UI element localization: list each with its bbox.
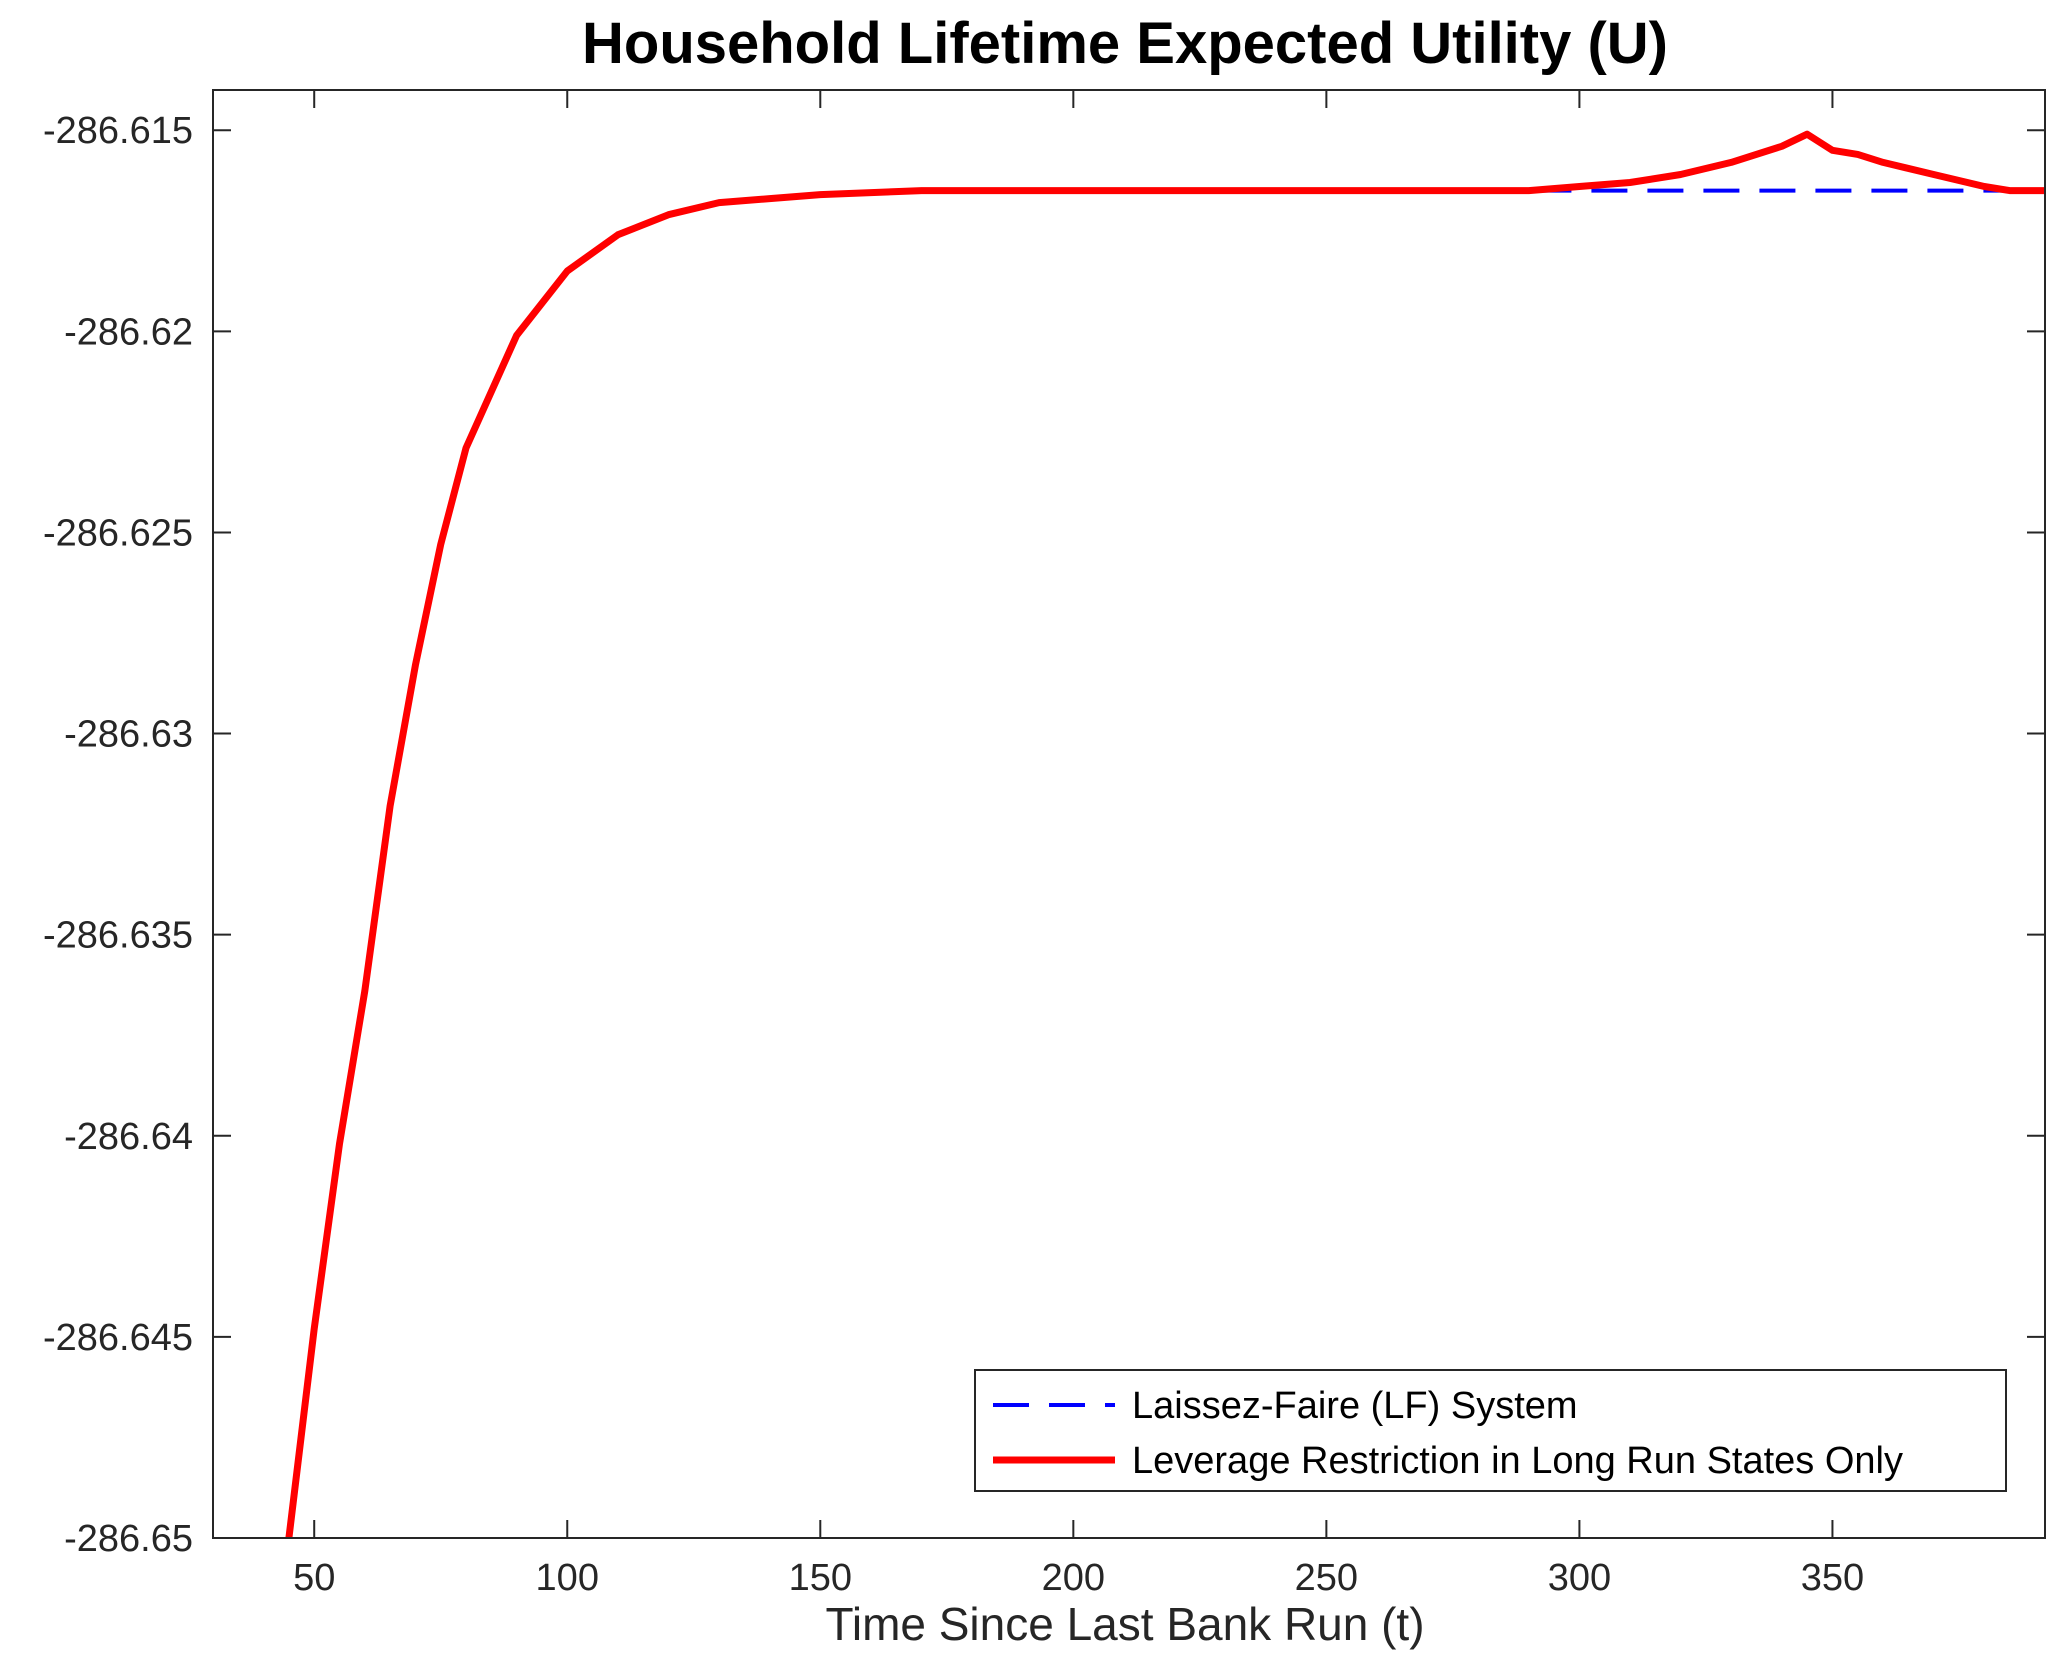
chart-title: Household Lifetime Expected Utility (U) [582, 11, 1668, 76]
y-tick-label: -286.62 [64, 311, 193, 353]
x-tick-label: 150 [789, 1557, 852, 1599]
series-line-1 [285, 130, 2045, 1538]
x-tick-label: 300 [1548, 1557, 1611, 1599]
y-tick-label: -286.635 [43, 915, 193, 957]
plot-layer [285, 130, 2045, 1538]
y-tick-label: -286.64 [64, 1116, 193, 1158]
plot-frame [212, 89, 2046, 1539]
y-tick-label: -286.615 [43, 110, 193, 152]
x-tick-label: 50 [293, 1557, 335, 1599]
series-group [285, 130, 2045, 1538]
x-axis-title: Time Since Last Bank Run (t) [825, 1598, 1424, 1650]
legend-box [974, 1369, 2007, 1492]
y-tick-label: -286.625 [43, 512, 193, 554]
x-tick-label: 250 [1295, 1557, 1358, 1599]
x-tick-label: 200 [1042, 1557, 1105, 1599]
x-tick-label: 350 [1801, 1557, 1864, 1599]
y-tick-label: -286.65 [64, 1518, 193, 1560]
legend: Laissez-Faire (LF) System Leverage Restri… [974, 1369, 2007, 1492]
legend-label-1: Leverage Restriction in Long Run States … [1132, 1440, 1903, 1482]
x-tick-label: 100 [536, 1557, 599, 1599]
y-tick-label: -286.645 [43, 1317, 193, 1359]
y-tick-label: -286.63 [64, 714, 193, 756]
axes-layer: 50 100 150 200 250 300 350 -286.615 -286.62 -286.… [43, 89, 2046, 1599]
legend-label-0: Laissez-Faire (LF) System [1132, 1385, 1578, 1427]
